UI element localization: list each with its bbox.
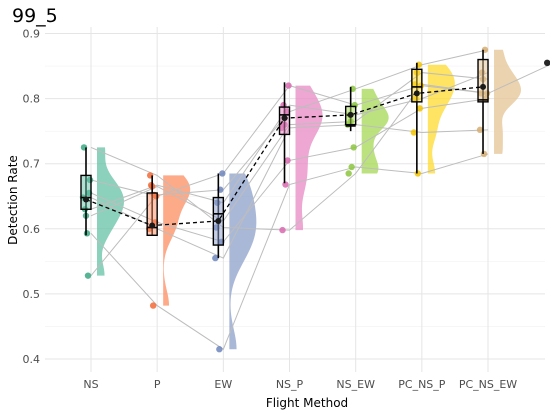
density-cloud (229, 173, 257, 350)
mean-point (281, 115, 288, 122)
subject-point (350, 144, 357, 151)
x-tick-label: P (154, 378, 161, 391)
subject-point (279, 226, 286, 234)
subject-point (476, 126, 484, 134)
y-tick-label: 0.5 (23, 288, 41, 301)
y-tick-label: 0.8 (23, 93, 41, 106)
subject-point (84, 272, 92, 279)
density-cloud (494, 49, 522, 154)
subject-point (83, 230, 91, 237)
chart-title: 99_5 (12, 5, 58, 27)
boxplot-box (80, 174, 92, 210)
x-tick-label: PC_NS_EW (459, 378, 517, 391)
density-cloud (163, 175, 191, 306)
subject-point (416, 105, 424, 112)
subject-point (348, 163, 355, 171)
subject-point (149, 302, 157, 309)
y-tick-label: 0.6 (23, 223, 41, 236)
boxplots (80, 49, 489, 259)
subject-line (90, 153, 489, 350)
mean-point (83, 196, 89, 203)
boxplot-box (477, 58, 489, 103)
subject-point (282, 181, 289, 188)
density-cloud (427, 64, 455, 174)
subject-point (219, 170, 226, 177)
subject-point (480, 150, 488, 158)
subject-point (414, 170, 422, 177)
subject-point (285, 82, 292, 89)
x-tick-label: NS_EW (336, 378, 375, 391)
mean-point (347, 111, 354, 118)
subject-point (410, 129, 418, 136)
x-tick-label: PC_NS_P (398, 378, 446, 391)
mean-point (149, 222, 156, 229)
density-cloud (97, 147, 124, 276)
y-tick-label: 0.9 (23, 28, 41, 41)
y-tick-labels: 0.4 0.5 0.6 0.7 0.8 0.9 (23, 28, 41, 366)
boxplot-box (411, 68, 423, 103)
x-tick-label: NS (83, 378, 98, 391)
x-tick-label: EW (214, 378, 232, 391)
subject-point (216, 346, 223, 353)
mean-point (413, 90, 420, 97)
x-tick-label: NS_P (276, 378, 304, 391)
x-tick-labels: NS P EW NS_P NS_EW PC_NS_P PC_NS_EW (83, 378, 517, 391)
mean-line (83, 83, 487, 229)
subject-point (345, 170, 352, 177)
y-axis-title: Detection Rate (6, 155, 20, 245)
mean-point (215, 217, 222, 224)
density-cloud (361, 88, 389, 174)
subject-point (284, 157, 291, 164)
subject-point (543, 59, 550, 67)
y-tick-label: 0.4 (23, 353, 41, 366)
x-axis-title: Flight Method (266, 396, 348, 410)
subject-point (212, 254, 219, 262)
density-cloud (295, 85, 323, 231)
y-tick-label: 0.7 (23, 158, 41, 171)
boxplot-box (146, 192, 158, 237)
density-clouds (97, 49, 522, 350)
mean-point (480, 83, 487, 90)
